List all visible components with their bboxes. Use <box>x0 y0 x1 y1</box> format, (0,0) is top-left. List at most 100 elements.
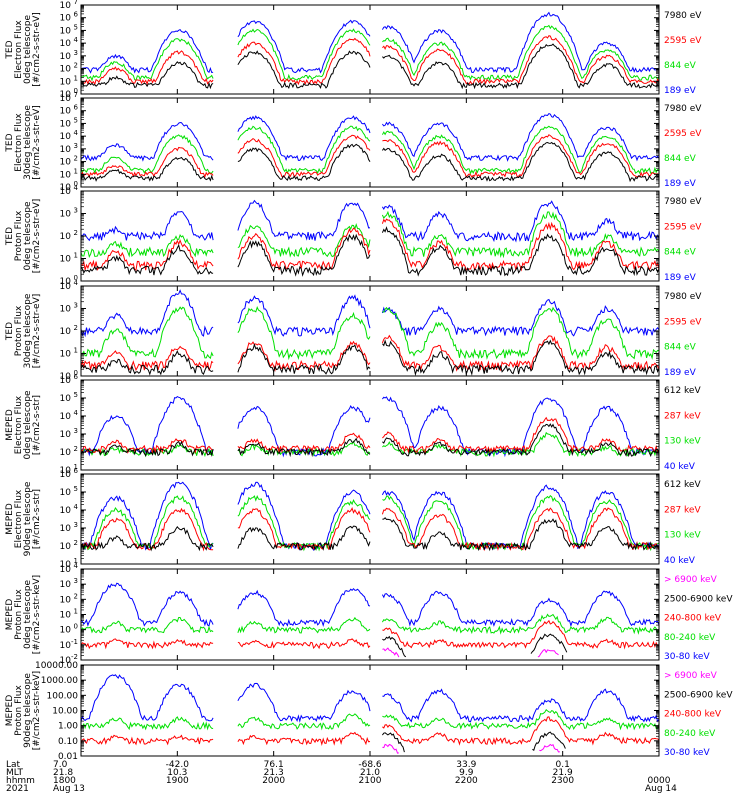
y-tick-exponent: 4 <box>74 409 79 417</box>
y-tick-exponent: 2 <box>74 229 78 237</box>
y-axis-label: [#/cm2-s-str-keV] <box>32 575 42 654</box>
y-tick-label: 10 <box>60 448 72 458</box>
y-tick-exponent: 4 <box>74 184 79 192</box>
series-line-7980-ev <box>81 43 659 90</box>
legend-entry: 7980 eV <box>664 292 702 302</box>
y-axis-label: TED <box>5 40 15 59</box>
y-tick-exponent: 0 <box>74 623 78 631</box>
x-tick-hhmm: 2000 <box>262 776 285 786</box>
y-tick-label: 10 <box>60 107 72 117</box>
x-tick-hhmm: 0000 <box>648 776 671 786</box>
series-line-30-80-kev <box>81 582 659 628</box>
y-tick-exponent: 1 <box>74 252 78 260</box>
series-line-240-800-kev <box>81 716 659 746</box>
x-tick-hhmm: 2200 <box>455 776 478 786</box>
y-tick-exponent: 2 <box>74 445 78 453</box>
x-tick-mlt: 10.3 <box>167 768 187 778</box>
y-tick-exponent: -1 <box>71 638 78 646</box>
x-tick-hhmm: 1800 <box>53 776 76 786</box>
y-axis-label: [#/cm2-s-str-eV] <box>32 199 42 274</box>
panel-traces <box>81 481 659 552</box>
y-tick-label: 10 <box>60 626 72 636</box>
y-tick-label: 10000.00 <box>35 661 78 671</box>
y-tick-label: 10 <box>60 611 72 621</box>
y-tick-label: 1.00 <box>58 722 78 732</box>
y-tick-exponent: 5 <box>74 485 78 493</box>
y-tick-exponent: 4 <box>74 562 79 570</box>
y-axis-label: MEPED <box>5 409 15 441</box>
panel-traces <box>81 395 659 458</box>
y-axis-label: [#/cm2-s-str-eV] <box>32 12 42 87</box>
legend-entry: 7980 eV <box>664 11 702 21</box>
y-tick-exponent: 1 <box>74 557 78 565</box>
y-tick-label: 10 <box>60 282 72 292</box>
x-tick-lat: -68.6 <box>358 760 382 770</box>
y-tick-exponent: 0 <box>74 180 78 188</box>
y-tick-label: 10 <box>60 77 72 87</box>
y-tick-exponent: 5 <box>74 23 78 31</box>
y-tick-exponent: 0 <box>74 87 78 95</box>
y-tick-label: 10.00 <box>52 707 78 717</box>
series-line-2595-ev <box>81 218 659 272</box>
legend-entry: 189 eV <box>664 273 697 283</box>
series-line-30-80-kev <box>81 674 659 723</box>
series-line-189-ev <box>81 199 659 243</box>
panel-traces <box>81 199 659 277</box>
x-row-label: MLT <box>6 768 24 778</box>
y-tick-label: 10 <box>60 565 72 575</box>
y-tick-label: 0.10 <box>58 737 78 747</box>
series-line-2595-ev <box>81 134 659 179</box>
y-tick-label: 10 <box>60 90 72 100</box>
y-tick-exponent: 7 <box>74 91 78 99</box>
legend-entry: 30-80 keV <box>664 748 710 758</box>
y-tick-exponent: 6 <box>74 467 79 475</box>
series-line-240-800-kev <box>81 619 659 650</box>
legend-entry: 130 keV <box>664 437 701 447</box>
y-tick-label: 10 <box>60 232 72 242</box>
x-tick-mlt: 21.0 <box>360 768 380 778</box>
y-axis-label: Electron Flux <box>14 20 24 79</box>
y-tick-exponent: 4 <box>74 279 79 287</box>
y-tick-label: 100.00 <box>47 691 79 701</box>
y-axis-label: 0deg telescope <box>23 201 33 271</box>
y-tick-exponent: 1 <box>74 463 78 471</box>
panel-traces <box>81 289 659 376</box>
x-tick-lat: 7.0 <box>53 760 68 770</box>
y-axis-label: MEPED <box>5 503 15 535</box>
panel-frame <box>80 4 660 95</box>
legend-entry: 612 keV <box>664 480 701 490</box>
series-line-844-ev <box>81 306 659 361</box>
y-tick-label: 10 <box>60 255 72 265</box>
series-line-2595-ev <box>81 334 659 372</box>
y-axis-label: MEPED <box>5 599 15 631</box>
legend-entry: 189 eV <box>664 86 697 96</box>
y-tick-exponent: 3 <box>74 49 78 57</box>
y-axis-label: [#/cm2-s-str-eV] <box>32 105 42 180</box>
y-tick-label: 10 <box>60 14 72 24</box>
y-axis-label: Proton Flux <box>14 305 24 356</box>
series-line-7980-ev <box>81 339 659 376</box>
panel-traces <box>81 674 659 754</box>
panel-frame <box>80 379 660 471</box>
y-tick-label: 10 <box>60 394 72 404</box>
x-tick-mlt: 21.9 <box>553 768 573 778</box>
x-tick-mlt: 21.3 <box>264 768 284 778</box>
y-axis-label: Electron Flux <box>14 113 24 172</box>
y-axis-label: 0deg telescope <box>23 390 33 460</box>
y-tick-exponent: 4 <box>74 129 79 137</box>
y-tick-exponent: 0 <box>74 274 78 282</box>
y-tick-exponent: 6 <box>74 373 79 381</box>
y-tick-exponent: 2 <box>74 62 78 70</box>
x-tick-lat: 76.1 <box>264 760 284 770</box>
y-tick-exponent: 3 <box>74 521 78 529</box>
y-tick-label: 10 <box>60 506 72 516</box>
y-tick-exponent: 5 <box>74 391 78 399</box>
x-tick-date: Aug 14 <box>645 784 677 794</box>
legend-entry: 2595 eV <box>664 317 702 327</box>
legend-entry: 7980 eV <box>664 104 702 114</box>
